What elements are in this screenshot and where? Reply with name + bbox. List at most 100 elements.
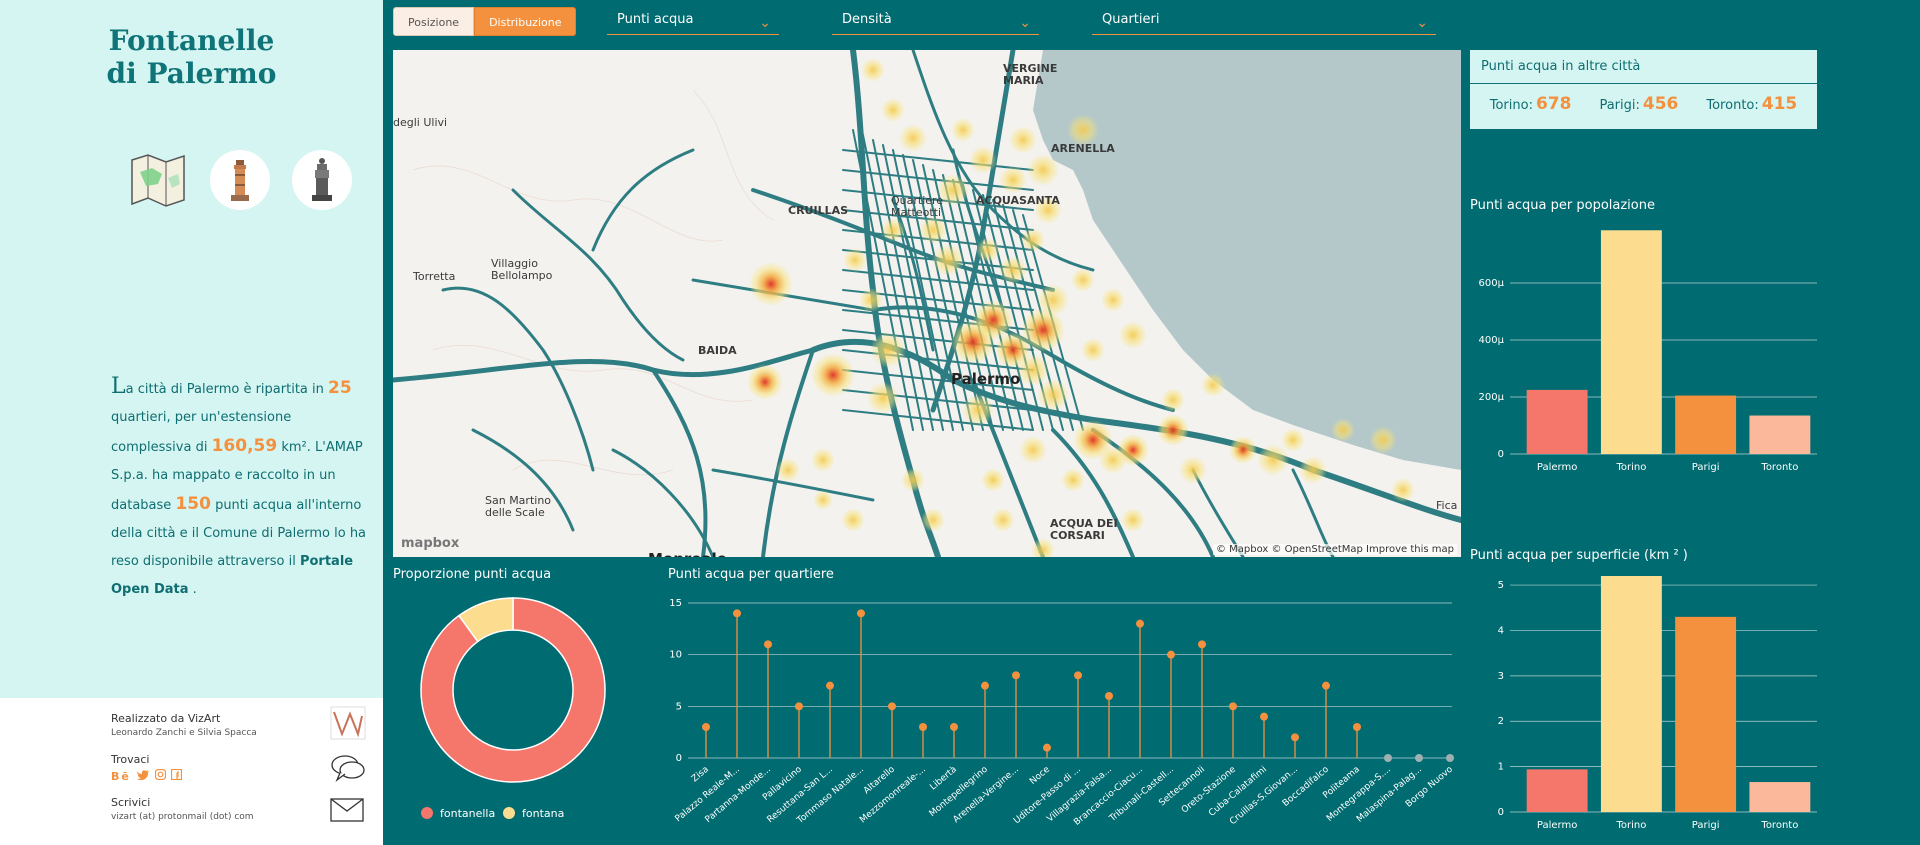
lollipop-point[interactable] <box>1198 640 1206 649</box>
app-title: Fontanelle di Palermo <box>106 24 277 90</box>
grey-fountain-icon[interactable] <box>292 150 352 210</box>
lollipop-point[interactable] <box>1167 650 1175 659</box>
description: La città di Palermo è ripartita in 25 qu… <box>111 374 367 597</box>
twitter-icon[interactable] <box>136 770 155 783</box>
street <box>842 149 1034 171</box>
instagram-icon[interactable] <box>154 768 172 783</box>
x-tick-label: Noce <box>1028 764 1052 787</box>
street <box>942 174 1004 431</box>
bar-torino[interactable] <box>1600 230 1662 454</box>
street <box>852 129 914 431</box>
lollipop-point[interactable] <box>1074 671 1082 680</box>
lollipop-point[interactable] <box>1043 743 1051 752</box>
email-address[interactable]: vizart (at) protonmail (dot) com <box>111 812 254 822</box>
y-tick-label: 400µ <box>1479 335 1505 346</box>
heat-spot <box>1009 126 1037 154</box>
bar-palermo[interactable] <box>1526 389 1588 454</box>
heat-spot <box>813 490 833 510</box>
facebook-icon[interactable] <box>171 768 183 783</box>
column-fountain-icon[interactable] <box>210 150 270 210</box>
heatmap-map[interactable]: VERGINE MARIA degli Ulivi ARENELLA CRUILLAS Q… <box>393 50 1461 557</box>
street <box>882 144 944 431</box>
lollipop-point[interactable] <box>1229 702 1237 711</box>
mapbox-logo-icon[interactable]: mapbox <box>401 536 460 551</box>
heat-spot <box>1021 308 1065 352</box>
lollipop-point[interactable] <box>857 609 865 618</box>
lollipop-point[interactable] <box>1446 754 1454 762</box>
heat-spot <box>962 394 994 426</box>
legend-swatch <box>503 807 515 819</box>
heat-spot <box>1281 428 1305 452</box>
open-data-link[interactable]: Portale Open Data <box>111 554 354 597</box>
lollipop-point[interactable] <box>1260 712 1268 721</box>
road <box>511 188 685 362</box>
heat-spot <box>991 508 1015 532</box>
other-cities-card: Punti acqua in altre città Torino: 678 Pa… <box>1470 50 1817 129</box>
lollipop-point[interactable] <box>1136 619 1144 628</box>
points-select[interactable]: Punti acqua ⌄ <box>607 8 779 35</box>
chat-icon[interactable] <box>330 753 366 787</box>
map-label: Fica <box>1436 499 1457 512</box>
heat-spot <box>1391 478 1415 502</box>
lollipop-point[interactable] <box>888 702 896 711</box>
heat-spot <box>861 58 885 82</box>
map-icon[interactable] <box>128 150 188 210</box>
population-bar-chart: 0 200µ 400µ 600µ Palermo Torino Parigi Toronto <box>1479 230 1817 473</box>
chevron-down-icon: ⌄ <box>759 15 771 31</box>
lollipop-point[interactable] <box>1384 754 1392 762</box>
heat-spot <box>1021 228 1045 252</box>
mail-icon[interactable] <box>330 798 364 826</box>
heat-spot <box>1027 154 1059 186</box>
slice-fontanella[interactable] <box>420 597 606 783</box>
heat-spot <box>1299 456 1327 484</box>
heat-spot <box>973 300 1013 340</box>
vizart-logo-icon[interactable] <box>330 706 366 744</box>
street <box>842 369 1034 391</box>
map-label: Quartiere <box>891 194 943 207</box>
density-select[interactable]: Densità ⌄ <box>832 8 1039 35</box>
lollipop-point[interactable] <box>826 681 834 690</box>
bar-toronto[interactable] <box>1749 415 1811 454</box>
position-button[interactable]: Posizione <box>393 7 475 36</box>
heat-spot <box>867 382 899 414</box>
y-tick-label: 4 <box>1498 625 1504 636</box>
slice-fontana[interactable] <box>457 597 514 643</box>
chevron-down-icon: ⌄ <box>1019 15 1031 31</box>
lollipop-point[interactable] <box>733 609 741 618</box>
lollipop-point[interactable] <box>1105 692 1113 700</box>
bar-parigi[interactable] <box>1675 395 1737 454</box>
proportion-chart-title: Proporzione punti acqua <box>393 567 552 582</box>
road <box>471 428 575 532</box>
map-label: delle Scale <box>485 506 545 519</box>
lollipop-point[interactable] <box>981 681 989 690</box>
map-attribution[interactable]: © Mapbox © OpenStreetMap Improve this ma… <box>1212 544 1457 555</box>
lollipop-point[interactable] <box>764 640 772 649</box>
heat-spot <box>951 118 975 142</box>
lollipop-point[interactable] <box>1322 681 1330 690</box>
behance-icon[interactable]: Bē <box>111 770 131 783</box>
y-tick-label: 10 <box>669 650 682 661</box>
population-chart-title: Punti acqua per popolazione <box>1470 198 1655 213</box>
lollipop-point[interactable] <box>919 723 927 731</box>
y-tick-label: 0 <box>676 753 682 764</box>
neighbourhood-select[interactable]: Quartieri ⌄ <box>1092 8 1436 35</box>
lollipop-point[interactable] <box>702 723 710 731</box>
street <box>902 154 964 431</box>
distribution-button[interactable]: Distribuzione <box>474 7 577 36</box>
bar-parigi[interactable] <box>1675 616 1737 812</box>
heat-spot <box>1331 418 1355 442</box>
lollipop-point[interactable] <box>795 702 803 711</box>
lollipop-point[interactable] <box>1353 723 1361 731</box>
bar-torino[interactable] <box>1600 576 1662 812</box>
lollipop-point[interactable] <box>1291 733 1299 742</box>
road <box>1091 428 1215 557</box>
lollipop-point[interactable] <box>1415 754 1423 762</box>
lollipop-point[interactable] <box>1012 671 1020 680</box>
lollipop-point[interactable] <box>950 723 958 731</box>
heat-spot <box>1081 338 1105 362</box>
heat-spot <box>1121 508 1145 532</box>
bar-toronto[interactable] <box>1749 782 1811 812</box>
bar-palermo[interactable] <box>1526 769 1588 812</box>
